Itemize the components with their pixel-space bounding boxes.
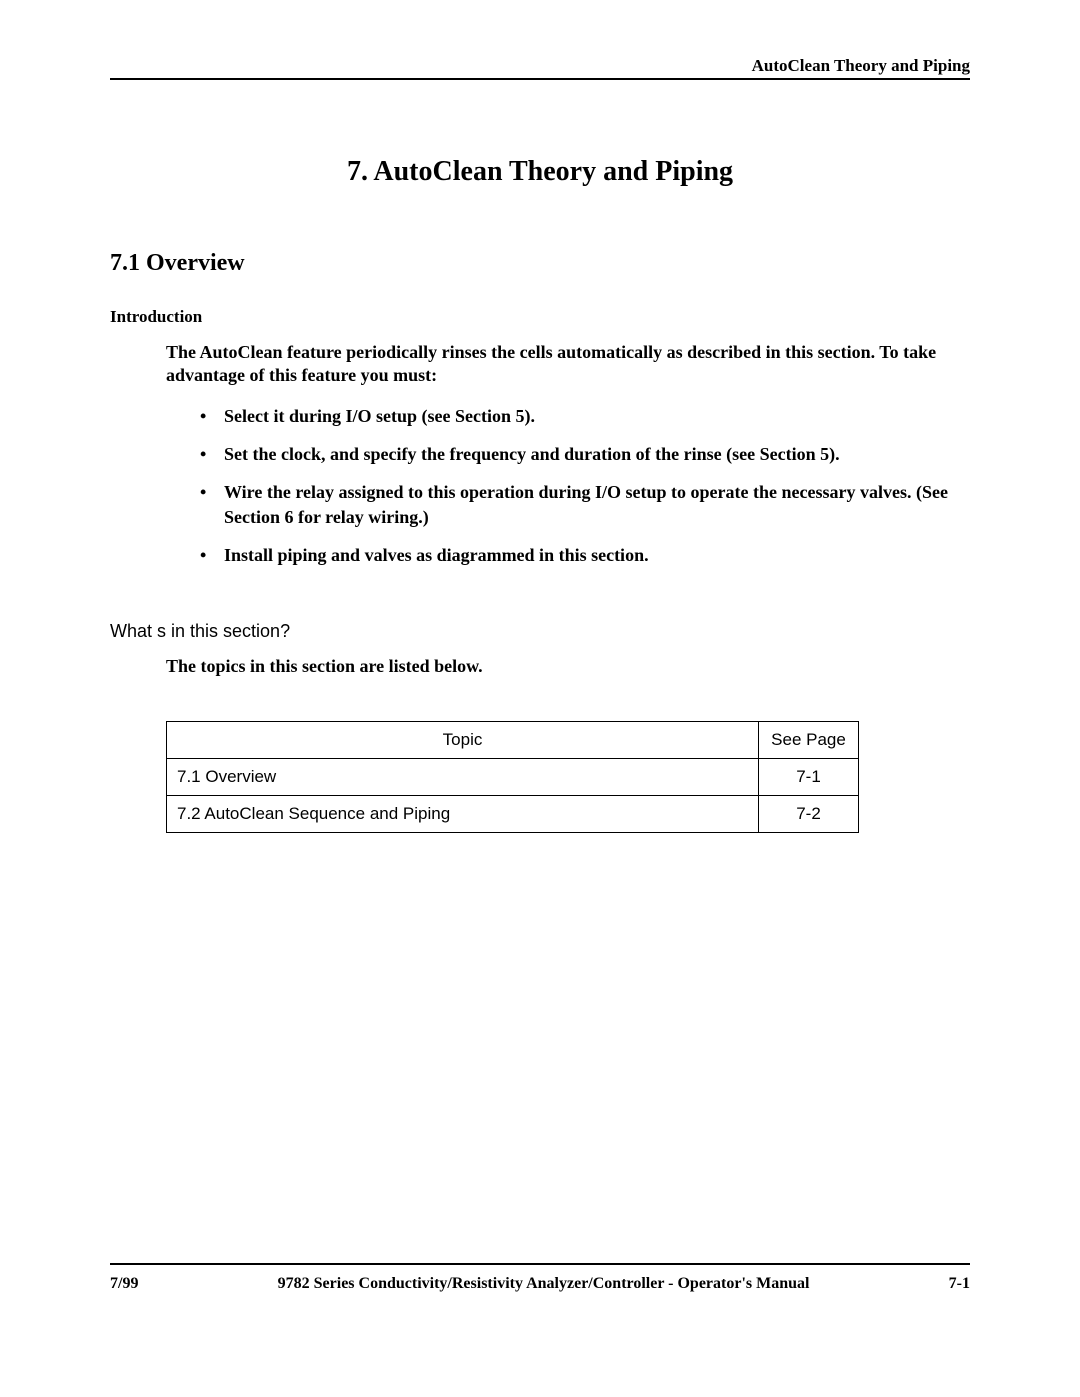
table-header-row: Topic See Page	[167, 722, 859, 759]
header: AutoClean Theory and Piping	[110, 56, 970, 80]
cell-topic: 7.1 Overview	[167, 759, 759, 796]
footer-doc-title: 9782 Series Conductivity/Resistivity Ana…	[138, 1275, 948, 1293]
topics-table: Topic See Page 7.1 Overview 7-1 7.2 Auto…	[166, 721, 859, 833]
footer-date: 7/99	[110, 1275, 138, 1293]
bullet-text: Install piping and valves as diagrammed …	[224, 543, 970, 567]
cell-page: 7-1	[759, 759, 859, 796]
page: AutoClean Theory and Piping 7. AutoClean…	[110, 56, 970, 1341]
bullet-icon: •	[200, 442, 224, 466]
list-item: • Select it during I/O setup (see Sectio…	[200, 404, 970, 428]
bullet-icon: •	[200, 543, 224, 567]
footer-page-num: 7-1	[949, 1275, 970, 1293]
bullet-icon: •	[200, 404, 224, 428]
table-row: 7.1 Overview 7-1	[167, 759, 859, 796]
cell-topic: 7.2 AutoClean Sequence and Piping	[167, 796, 759, 833]
footer: 7/99 9782 Series Conductivity/Resistivit…	[110, 1263, 970, 1293]
table-row: 7.2 AutoClean Sequence and Piping 7-2	[167, 796, 859, 833]
bullet-icon: •	[200, 480, 224, 529]
section-heading: 7.1 Overview	[110, 250, 970, 277]
intro-subheading: Introduction	[110, 307, 970, 327]
whats-in-label: What s in this section?	[110, 621, 970, 642]
bullet-list: • Select it during I/O setup (see Sectio…	[200, 404, 970, 567]
list-item: • Install piping and valves as diagramme…	[200, 543, 970, 567]
list-item: • Wire the relay assigned to this operat…	[200, 480, 970, 529]
bullet-text: Set the clock, and specify the frequency…	[224, 442, 970, 466]
bullet-text: Wire the relay assigned to this operatio…	[224, 480, 970, 529]
running-title: AutoClean Theory and Piping	[752, 56, 970, 75]
intro-paragraph: The AutoClean feature periodically rinse…	[166, 341, 970, 388]
col-header-topic: Topic	[167, 722, 759, 759]
topics-intro: The topics in this section are listed be…	[166, 656, 970, 677]
bullet-text: Select it during I/O setup (see Section …	[224, 404, 970, 428]
chapter-title: 7. AutoClean Theory and Piping	[110, 156, 970, 188]
cell-page: 7-2	[759, 796, 859, 833]
col-header-page: See Page	[759, 722, 859, 759]
list-item: • Set the clock, and specify the frequen…	[200, 442, 970, 466]
